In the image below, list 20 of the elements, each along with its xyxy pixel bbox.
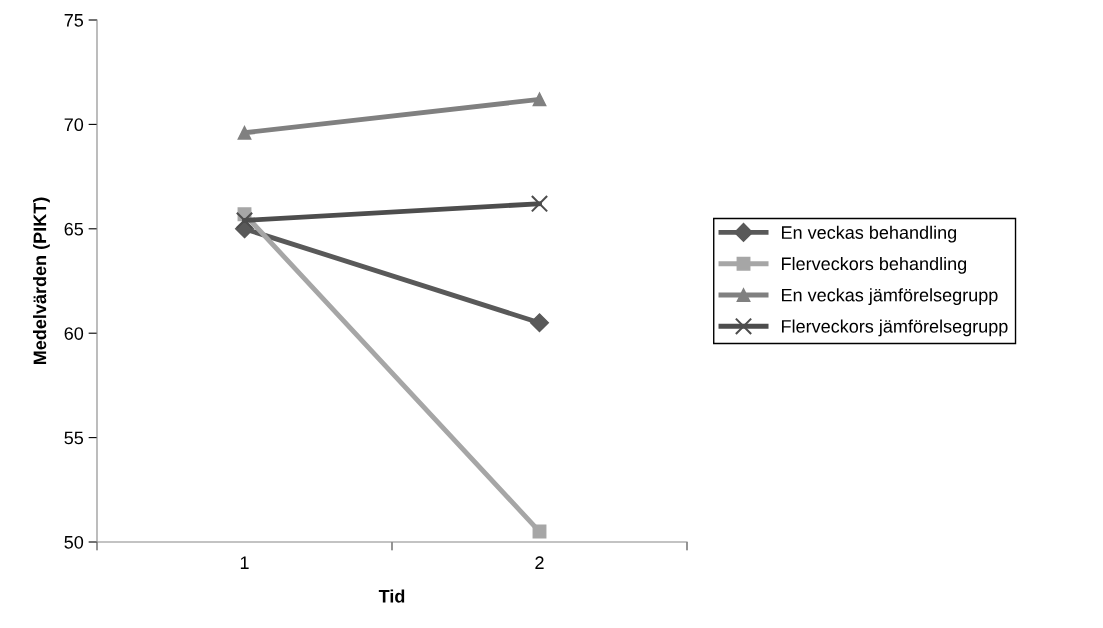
- point: [532, 524, 547, 539]
- legend-label: En veckas jämförelsegrupp: [782, 288, 998, 306]
- legend-label: Flerveckors jämförelsegrupp: [782, 319, 1008, 337]
- point: [235, 211, 254, 230]
- x-tick-label: 1: [240, 556, 249, 569]
- y-tick-label: 75: [64, 14, 84, 27]
- y-tick-label: 55: [64, 431, 84, 445]
- y-tick-label: 65: [64, 222, 84, 236]
- y-axis-title: Medelvärden (PIKT): [33, 197, 50, 365]
- point: [530, 195, 549, 213]
- point: [532, 92, 547, 107]
- legend-label: En veckas behandling: [782, 225, 957, 243]
- x-tick-label: 2: [535, 556, 544, 569]
- point: [237, 125, 252, 140]
- y-tick-label: 70: [64, 118, 84, 132]
- legend-label: Flerveckors behandling: [782, 256, 967, 274]
- y-tick-label: 50: [64, 535, 84, 549]
- point: [529, 313, 550, 333]
- y-tick-label: 60: [64, 327, 84, 340]
- x-axis-title: Tid: [378, 589, 405, 603]
